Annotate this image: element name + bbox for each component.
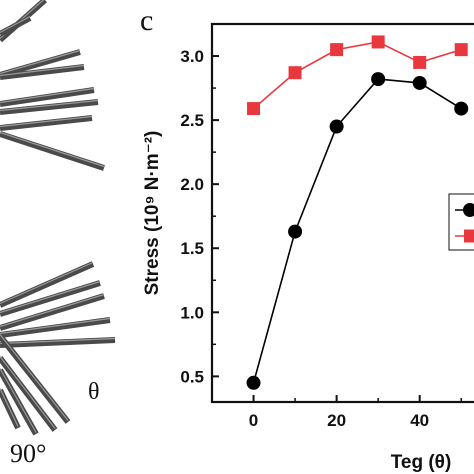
angle-label: 90° xyxy=(10,439,46,468)
x-axis-title: Teg (θ) xyxy=(391,452,452,473)
x-tick-label-1: 20 xyxy=(327,411,346,430)
rod-9 xyxy=(0,280,101,317)
rod-highlight-9 xyxy=(0,280,101,314)
chart: 0.5 1.0 1.5 2.0 2.5 3.0 0 20 40 Stress (10⁹ N·m… xyxy=(142,22,474,473)
y-axis-title: Stress (10⁹ N·m⁻²) xyxy=(142,131,163,296)
series-1-point-1 xyxy=(288,66,302,80)
rod-12 xyxy=(0,337,116,348)
theta-label: θ xyxy=(88,379,100,405)
series-0-point-4 xyxy=(412,75,427,90)
series-1-point-5 xyxy=(454,43,468,57)
rod-highlight-14 xyxy=(0,356,56,429)
series-0-point-3 xyxy=(371,72,386,87)
rod-highlight-5 xyxy=(0,115,93,128)
series-1-point-2 xyxy=(330,43,344,57)
y-tick-label-5: 3.0 xyxy=(180,47,204,66)
series-0-point-1 xyxy=(288,224,303,239)
y-tick-label-3: 2.0 xyxy=(180,175,204,194)
rod-highlight-15 xyxy=(0,368,37,433)
x-axis: 0 20 40 xyxy=(249,395,462,430)
series-line-0 xyxy=(252,78,462,383)
rod-highlight-11 xyxy=(0,317,111,335)
rod-14 xyxy=(0,356,58,432)
rod-highlight-12 xyxy=(0,337,116,345)
rod-highlight-7 xyxy=(0,15,31,34)
rod-highlight-1 xyxy=(0,49,81,75)
plot-frame xyxy=(210,22,474,404)
rod-highlight-10 xyxy=(0,293,105,328)
y-tick-label-2: 1.5 xyxy=(180,239,204,258)
y-axis: 0.5 1.0 1.5 2.0 2.5 3.0 xyxy=(180,47,219,386)
rod-15 xyxy=(0,368,39,436)
rod-2 xyxy=(0,64,85,80)
y-tick-label-4: 2.5 xyxy=(180,111,204,130)
rod-highlight-16 xyxy=(0,388,19,427)
series-1-point-4 xyxy=(413,55,427,69)
rod-10 xyxy=(0,293,105,331)
series-1-point-0 xyxy=(247,102,261,116)
rod-highlight-6 xyxy=(0,131,105,168)
y-tick-label-0: 0.5 xyxy=(180,367,204,386)
rod-highlight-4 xyxy=(0,99,99,112)
series-line-1 xyxy=(253,41,462,110)
rod-6 xyxy=(0,131,105,171)
rod-highlight-13 xyxy=(0,334,69,421)
panel-label: c xyxy=(140,4,153,37)
rod-highlight-2 xyxy=(0,64,85,77)
rod-7 xyxy=(0,15,32,37)
rod-11 xyxy=(0,317,111,338)
series-0-point-2 xyxy=(329,119,344,134)
x-tick-label-2: 40 xyxy=(410,411,429,430)
series-0-point-0 xyxy=(246,375,261,390)
rod-highlight-8 xyxy=(0,261,94,305)
legend xyxy=(448,193,474,251)
x-tick-label-0: 0 xyxy=(249,411,258,430)
rod-5 xyxy=(0,115,93,131)
rod-16 xyxy=(0,388,21,430)
series-0-point-5 xyxy=(454,101,469,116)
rod-1 xyxy=(0,49,81,78)
rod-3 xyxy=(0,87,95,107)
legend-marker-0 xyxy=(463,203,474,217)
rod-8 xyxy=(0,261,95,308)
legend-marker-1 xyxy=(464,229,474,243)
series-1-point-3 xyxy=(371,35,385,49)
y-tick-label-1: 1.0 xyxy=(180,303,204,322)
rod-4 xyxy=(0,99,99,115)
rod-13 xyxy=(0,334,71,424)
series-layer xyxy=(246,35,469,390)
rod-highlight-3 xyxy=(0,87,95,104)
rod-illustration xyxy=(0,0,116,436)
